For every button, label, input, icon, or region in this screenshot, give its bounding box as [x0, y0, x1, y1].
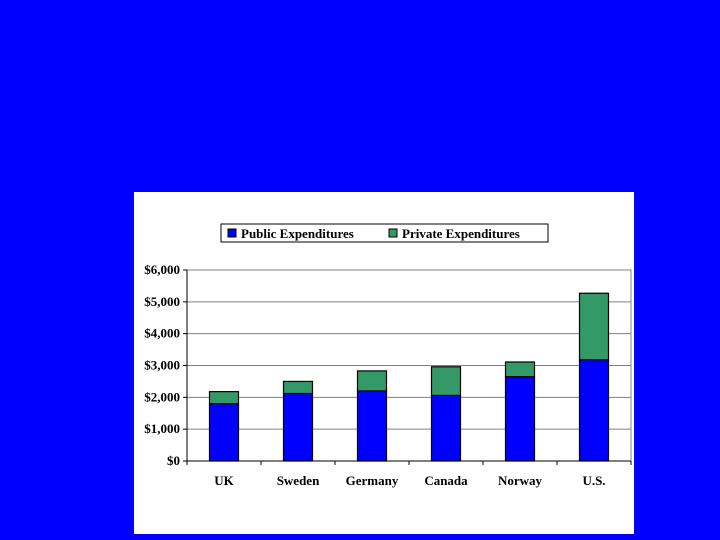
chart-panel: $0 $1,000 $2,000 $3,000 $4,000 $5,000 $6,000 UK…: [134, 192, 634, 534]
bar-segment-private-uk: [208, 391, 240, 405]
y-tick-label: $5,000: [144, 294, 180, 309]
bar-segment-private-norway: [504, 361, 536, 378]
x-tick-label: UK: [214, 473, 234, 488]
legend-swatch-private: [388, 228, 398, 238]
bar-segment-public-germany: [356, 390, 388, 462]
y-tick-label: $1,000: [144, 421, 180, 436]
bar-segment-public-sweden: [282, 392, 314, 462]
bar-segment-public-us: [578, 359, 610, 462]
bar-segment-public-norway: [504, 376, 536, 462]
legend: [220, 223, 549, 243]
x-tick-label: Germany: [346, 473, 399, 488]
bar-segment-private-germany: [356, 370, 388, 392]
legend-swatch-public: [227, 228, 237, 238]
bar-segment-private-canada: [430, 366, 462, 397]
bar-segment-public-uk: [208, 403, 240, 462]
x-tick-label: U.S.: [582, 473, 605, 488]
y-tick-label: $4,000: [144, 326, 180, 341]
y-tick-label: $2,000: [144, 389, 180, 404]
x-tick-label: Canada: [424, 473, 468, 488]
legend-label-public: Public Expenditures: [241, 226, 354, 241]
x-tick-label: Norway: [498, 473, 543, 488]
bar-segment-private-sweden: [282, 380, 314, 395]
y-tick-label: $0: [167, 453, 180, 468]
y-tick-label: $3,000: [144, 358, 180, 373]
y-tick-label: $6,000: [144, 262, 180, 277]
bar-segment-private-us: [578, 292, 610, 361]
stacked-bar-chart: $0 $1,000 $2,000 $3,000 $4,000 $5,000 $6,000 UK…: [144, 223, 632, 488]
legend-label-private: Private Expenditures: [402, 226, 520, 241]
bar-segment-public-canada: [430, 394, 462, 462]
x-tick-label: Sweden: [277, 473, 320, 488]
